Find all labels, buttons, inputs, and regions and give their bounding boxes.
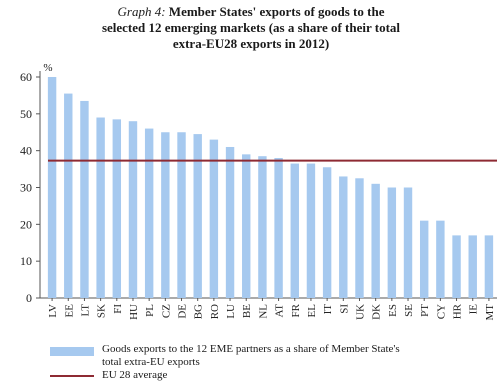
x-tick-label: PT	[419, 304, 431, 317]
x-tick-label: HR	[452, 303, 464, 319]
x-tick-label: DK	[371, 304, 383, 320]
bar	[225, 146, 235, 298]
x-tick-label: IE	[468, 304, 480, 315]
x-tick-label: EL	[306, 304, 318, 318]
legend-bar-label-2: total extra-EU exports	[102, 356, 200, 368]
bar	[47, 77, 57, 298]
x-tick-label: AT	[274, 304, 286, 318]
y-tick-label: 50	[20, 107, 32, 121]
chart-title: Graph 4: Member States' exports of goods…	[0, 4, 502, 52]
title-lead: Graph 4:	[117, 4, 166, 19]
legend-line-swatch	[50, 375, 94, 377]
bar	[322, 167, 332, 298]
y-axis-label: %	[43, 62, 52, 74]
x-tick-label: EE	[63, 304, 75, 318]
bar	[484, 235, 494, 298]
bar	[436, 220, 445, 298]
x-tick-label: LV	[47, 304, 59, 318]
title-text-1: Member States' exports of goods to the	[168, 4, 385, 19]
x-tick-label: FR	[290, 303, 302, 317]
bar	[64, 93, 73, 298]
legend-item-average: EU 28 average	[50, 369, 495, 382]
y-tick-label: 30	[20, 181, 32, 195]
y-tick-label: 40	[20, 144, 32, 158]
legend-item-bars-cont: total extra-EU exports	[50, 356, 495, 369]
bar	[177, 132, 186, 298]
x-tick-label: BG	[193, 304, 205, 319]
x-tick-label: RO	[209, 304, 221, 319]
x-tick-label: HU	[128, 304, 140, 320]
x-tick-label: ES	[387, 304, 399, 317]
title-line-1: Graph 4: Member States' exports of goods…	[0, 4, 502, 20]
bar	[144, 128, 154, 298]
bar	[306, 163, 316, 298]
bar	[242, 154, 251, 298]
bar	[419, 220, 429, 298]
legend-item-bars: Goods exports to the 12 EME partners as …	[50, 343, 495, 356]
bar	[355, 178, 364, 298]
bar	[193, 134, 202, 298]
x-tick-label: SK	[96, 304, 108, 318]
bar	[339, 176, 348, 298]
y-tick-label: 20	[20, 217, 32, 231]
x-tick-label: LU	[225, 304, 237, 319]
bar	[258, 156, 267, 298]
bar	[80, 100, 89, 298]
x-tick-label: CY	[435, 304, 447, 319]
x-tick-label: SI	[338, 304, 350, 314]
bar	[403, 187, 413, 298]
chart-legend: Goods exports to the 12 EME partners as …	[50, 343, 495, 382]
title-line-2: selected 12 emerging markets (as a share…	[101, 20, 401, 35]
bar	[468, 235, 477, 298]
bar	[452, 235, 461, 298]
bar	[209, 139, 219, 298]
bar	[387, 187, 397, 298]
bar	[96, 117, 105, 299]
bar	[161, 132, 170, 298]
legend-line-label: EU 28 average	[102, 369, 168, 381]
bar	[274, 158, 283, 298]
bar	[371, 183, 380, 298]
legend-bar-swatch	[50, 347, 94, 356]
x-tick-label: CZ	[160, 304, 172, 318]
x-tick-label: DE	[177, 304, 189, 319]
x-tick-label: MT	[484, 304, 496, 321]
x-tick-label: BE	[241, 304, 253, 318]
x-tick-label: PL	[144, 304, 156, 317]
y-tick-label: 10	[20, 254, 32, 268]
x-tick-label: IT	[322, 304, 334, 315]
y-tick-label: 60	[20, 70, 32, 84]
bar	[290, 163, 299, 298]
x-tick-label: FI	[112, 304, 124, 314]
bar	[128, 121, 138, 298]
x-tick-label: LT	[79, 304, 91, 317]
y-tick-label: 0	[26, 291, 32, 305]
x-tick-label: UK	[354, 304, 366, 320]
x-tick-label: SE	[403, 304, 415, 317]
x-tick-label: NL	[257, 304, 269, 319]
legend-bar-label-1: Goods exports to the 12 EME partners as …	[102, 343, 400, 355]
bar	[112, 119, 122, 298]
title-line-3: extra-EU28 exports in 2012)	[172, 36, 330, 51]
